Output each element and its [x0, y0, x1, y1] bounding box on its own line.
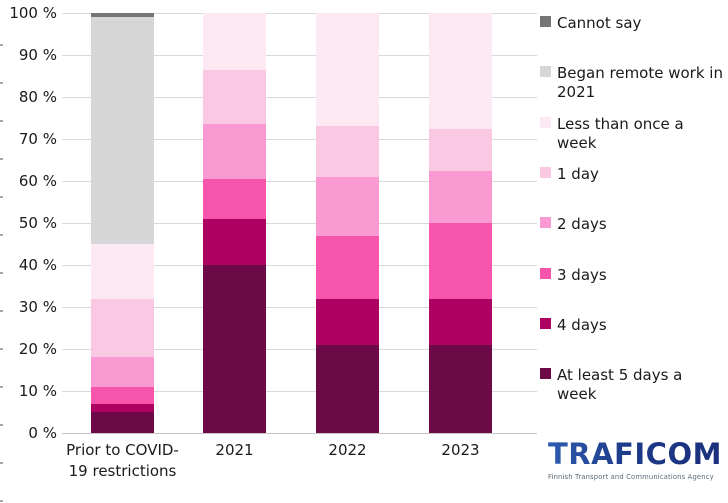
- y-tick-label: 0 %: [28, 423, 57, 442]
- bar-segment-1-day: [316, 126, 379, 177]
- gridline: [62, 54, 537, 56]
- y-tick-label: 50 %: [18, 213, 57, 232]
- bar-segment-began-remote-work-in-2021: [91, 17, 154, 244]
- x-tick-label: 2022: [328, 441, 367, 459]
- legend-label: Began remote work in 2021: [557, 64, 723, 102]
- legend-item: At least 5 days a week: [540, 366, 728, 404]
- y-minor-tick: [0, 234, 3, 236]
- legend-item: Cannot say: [540, 14, 728, 33]
- legend-label: 1 day: [557, 164, 599, 183]
- bar-segment-at-least-5-days-a-week: [316, 344, 379, 433]
- x-tick-label: 2021: [215, 441, 254, 459]
- bar-segment-2-days: [91, 357, 154, 387]
- legend-swatch: [540, 16, 551, 27]
- x-tick-label: Prior to COVID-19 restrictions: [66, 441, 179, 480]
- y-minor-tick: [0, 196, 3, 198]
- legend-item: 4 days: [540, 316, 728, 335]
- gridline: [62, 180, 537, 182]
- y-tick-label: 30 %: [18, 297, 57, 316]
- legend-swatch: [540, 66, 551, 78]
- bar-segment-2-days: [316, 176, 379, 236]
- legend-label: At least 5 days a week: [557, 366, 683, 404]
- bar-prior-to-covid-19-restrictions: [91, 13, 154, 433]
- y-minor-tick: [0, 386, 3, 388]
- y-axis: 0 % 10 % 20 % 30 % 40 % 50 % 60 % 70 % 80 % 90 % 1…: [0, 4, 57, 442]
- bar-segment-less-than-once-a-week: [91, 244, 154, 299]
- legend-item: 2 days: [540, 215, 728, 234]
- bar-segment-4-days: [91, 403, 154, 412]
- bar-segment-less-than-once-a-week: [429, 13, 492, 129]
- y-tick-label: 20 %: [18, 339, 57, 358]
- bar-segment-cannot-say: [91, 13, 154, 18]
- traficom-logo: TRAFICOM Finnish Transport and Communica…: [548, 438, 726, 481]
- gridline: [62, 348, 537, 350]
- legend-swatch: [540, 217, 551, 229]
- bar-segment-1-day: [203, 69, 266, 125]
- bar-segment-3-days: [429, 223, 492, 299]
- bar-2023: [429, 13, 492, 433]
- bar-segment-1-day: [429, 128, 492, 171]
- y-minor-tick: [0, 82, 3, 84]
- legend-label: Cannot say: [557, 14, 642, 32]
- bar-segment-3-days: [316, 235, 379, 299]
- legend-swatch: [540, 116, 551, 128]
- bar-segment-4-days: [203, 218, 266, 265]
- bar-segment-at-least-5-days-a-week: [429, 344, 492, 433]
- gridline: [62, 12, 537, 14]
- y-tick-label: 80 %: [18, 87, 57, 106]
- x-axis-line: [62, 432, 537, 434]
- legend-item: Less than once a week: [540, 115, 728, 153]
- bar-segment-1-day: [91, 298, 154, 358]
- gridline: [62, 138, 537, 140]
- legend-item: Began remote work in 2021: [540, 64, 728, 102]
- y-minor-tick: [0, 348, 3, 350]
- legend-label: Less than once a week: [557, 114, 684, 152]
- y-minor-tick: [0, 44, 3, 46]
- x-tick-label: 2023: [441, 441, 480, 459]
- legend-swatch: [540, 368, 551, 380]
- y-minor-tick: [0, 272, 3, 274]
- bar-segment-2-days: [203, 124, 266, 179]
- gridline: [62, 264, 537, 266]
- bar-segment-3-days: [91, 386, 154, 404]
- y-minor-tick: [0, 462, 3, 464]
- bar-segment-3-days: [203, 178, 266, 219]
- traficom-logo-tagline: Finnish Transport and Communications Age…: [548, 473, 714, 481]
- bar-segment-less-than-once-a-week: [316, 13, 379, 127]
- y-tick-label: 60 %: [18, 171, 57, 190]
- legend-item: 1 day: [540, 165, 728, 184]
- bar-2021: [203, 13, 266, 433]
- bar-segment-at-least-5-days-a-week: [203, 265, 266, 433]
- y-minor-tick: [0, 424, 3, 426]
- y-minor-tick: [0, 120, 3, 122]
- gridline: [62, 222, 537, 224]
- legend-swatch: [540, 317, 551, 329]
- y-tick-label: 100 %: [9, 3, 57, 22]
- gridline: [62, 390, 537, 392]
- legend-label: 2 days: [557, 215, 607, 234]
- legend-label: 3 days: [557, 265, 607, 284]
- bar-segment-4-days: [429, 298, 492, 345]
- legend-swatch: [540, 267, 551, 279]
- legend-label: 4 days: [557, 315, 607, 334]
- bar-segment-2-days: [429, 170, 492, 223]
- gridline: [62, 96, 537, 98]
- bar-segment-4-days: [316, 298, 379, 345]
- y-minor-tick: [0, 310, 3, 312]
- gridline: [62, 306, 537, 308]
- legend-item: 3 days: [540, 266, 728, 285]
- y-minor-tick: [0, 500, 3, 502]
- y-tick-label: 10 %: [18, 381, 57, 400]
- y-tick-label: 70 %: [18, 129, 57, 148]
- plot-area: [62, 12, 537, 434]
- traficom-logo-text: TRAFICOM: [548, 438, 726, 470]
- y-tick-label: 90 %: [18, 45, 57, 64]
- bar-2022: [316, 13, 379, 433]
- y-tick-label: 40 %: [18, 255, 57, 274]
- legend-swatch: [540, 166, 551, 178]
- y-minor-tick: [0, 158, 3, 160]
- bar-segment-less-than-once-a-week: [203, 13, 266, 70]
- bar-segment-at-least-5-days-a-week: [91, 412, 154, 433]
